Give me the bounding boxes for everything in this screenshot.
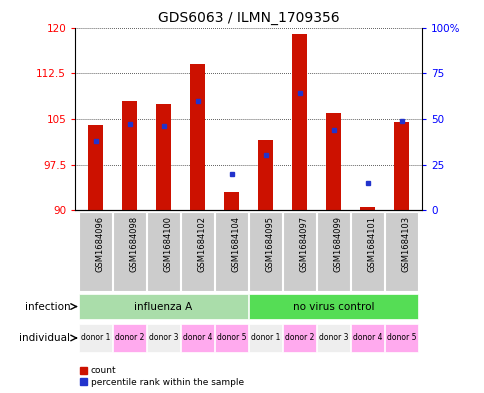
Bar (79, 212, 112, 291)
Text: GSM1684097: GSM1684097 (299, 216, 308, 272)
Bar (113, 323, 146, 353)
Bar (121, 101, 137, 210)
Text: donor 5: donor 5 (216, 334, 246, 342)
Bar (190, 64, 205, 210)
Bar (325, 113, 341, 210)
Bar (88, 125, 103, 210)
Bar (384, 323, 417, 353)
Bar (359, 207, 375, 210)
Text: donor 3: donor 3 (149, 334, 178, 342)
Text: GSM1684098: GSM1684098 (129, 216, 138, 272)
Bar (181, 323, 213, 353)
Text: GSM1684096: GSM1684096 (95, 216, 105, 272)
Bar (147, 323, 180, 353)
Bar (181, 212, 213, 291)
Legend: count, percentile rank within the sample: count, percentile rank within the sample (79, 366, 243, 387)
Bar (113, 212, 146, 291)
Text: donor 1: donor 1 (250, 334, 280, 342)
Bar (224, 192, 239, 210)
Text: donor 2: donor 2 (115, 334, 144, 342)
Bar (155, 104, 171, 210)
Text: individual: individual (19, 333, 70, 343)
Bar (393, 122, 408, 210)
Title: GDS6063 / ILMN_1709356: GDS6063 / ILMN_1709356 (157, 11, 339, 25)
Text: GSM1684095: GSM1684095 (265, 216, 274, 272)
Text: GSM1684101: GSM1684101 (367, 216, 376, 272)
Text: infection: infection (25, 301, 70, 312)
Bar (249, 294, 417, 319)
Bar (283, 212, 315, 291)
Bar (215, 323, 247, 353)
Bar (147, 212, 180, 291)
Text: GSM1684100: GSM1684100 (163, 216, 172, 272)
Text: donor 4: donor 4 (352, 334, 381, 342)
Bar (350, 323, 383, 353)
Bar (350, 212, 383, 291)
Text: donor 1: donor 1 (81, 334, 110, 342)
Bar (384, 212, 417, 291)
Text: GSM1684103: GSM1684103 (401, 216, 409, 272)
Bar (317, 323, 349, 353)
Text: GSM1684104: GSM1684104 (231, 216, 240, 272)
Bar (283, 323, 315, 353)
Text: donor 5: donor 5 (386, 334, 415, 342)
Text: GSM1684102: GSM1684102 (197, 216, 206, 272)
Bar (249, 212, 281, 291)
Bar (249, 323, 281, 353)
Text: influenza A: influenza A (134, 301, 192, 312)
Text: no virus control: no virus control (292, 301, 374, 312)
Bar (317, 212, 349, 291)
Text: donor 3: donor 3 (318, 334, 348, 342)
Text: donor 2: donor 2 (284, 334, 314, 342)
Bar (257, 140, 272, 210)
Text: donor 4: donor 4 (182, 334, 212, 342)
Text: GSM1684099: GSM1684099 (333, 216, 342, 272)
Bar (79, 323, 112, 353)
Bar (291, 33, 306, 210)
Bar (215, 212, 247, 291)
Bar (79, 294, 247, 319)
